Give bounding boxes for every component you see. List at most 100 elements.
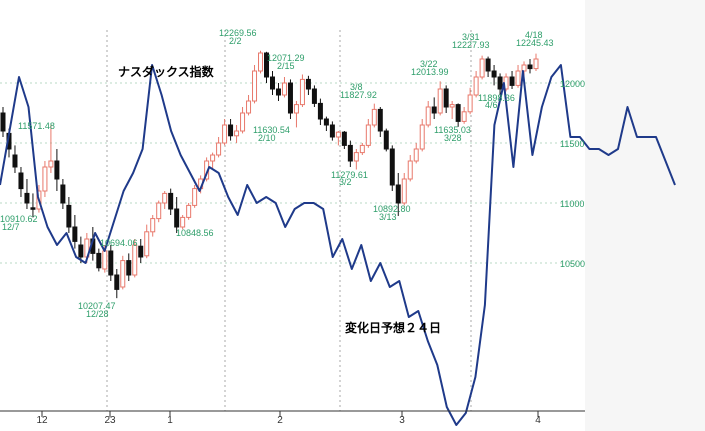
candle-body bbox=[222, 124, 228, 144]
annotation-date: 3/28 bbox=[444, 133, 462, 143]
forecast-annotation: 変化日予想２４日 bbox=[345, 320, 441, 335]
candle-body bbox=[60, 184, 66, 204]
candle-body bbox=[305, 78, 311, 90]
candle-body bbox=[126, 260, 132, 276]
annotation-date: 2/2 bbox=[229, 36, 242, 46]
candle-body bbox=[299, 78, 305, 106]
candle-body bbox=[96, 252, 102, 269]
x-tick-label: 12 bbox=[36, 415, 48, 426]
candle-body bbox=[323, 118, 329, 126]
candle-body bbox=[365, 124, 371, 146]
candle-body bbox=[264, 52, 270, 78]
candle-body bbox=[186, 204, 192, 218]
candle-body bbox=[269, 76, 275, 90]
candle-body bbox=[216, 142, 222, 156]
candle-body bbox=[455, 104, 461, 122]
annotation-date: 3/22 bbox=[420, 59, 438, 69]
candle-body bbox=[281, 82, 287, 96]
annotation-value: 12071.29 bbox=[267, 53, 305, 63]
candle-body bbox=[132, 244, 138, 276]
candle-body bbox=[479, 58, 485, 78]
forecast-line bbox=[0, 64, 676, 426]
candle-body bbox=[162, 192, 168, 204]
annotation-date: 2/10 bbox=[258, 133, 276, 143]
y-axis-labels: 12000 11500 11000 10500 bbox=[560, 79, 585, 269]
candle-body bbox=[329, 124, 335, 138]
candle-body bbox=[30, 207, 36, 210]
candle-body bbox=[138, 245, 144, 258]
candle-body bbox=[419, 124, 425, 150]
annotation-value: 12013.99 bbox=[411, 67, 449, 77]
x-tick-label: 1 bbox=[167, 415, 173, 426]
annotation-value: 10694.06 bbox=[100, 238, 138, 248]
candle-body bbox=[240, 112, 246, 132]
annotation-value: 10848.56 bbox=[176, 228, 214, 238]
annotation-value: 10207.47 bbox=[78, 301, 116, 311]
candle-body bbox=[533, 58, 539, 70]
price-annotations: 12269.562/2 12071.292/15 11827.923/8 12013.… bbox=[0, 28, 554, 319]
annotation-value: 10892.80 bbox=[373, 204, 411, 214]
candle-body bbox=[275, 88, 281, 96]
candle-body bbox=[12, 154, 18, 168]
candle-body bbox=[449, 104, 455, 108]
candle-body bbox=[377, 108, 383, 132]
annotation-date: 4/6 bbox=[485, 100, 498, 110]
y-axis-label: 11000 bbox=[560, 199, 584, 209]
candle-body bbox=[48, 160, 54, 168]
annotation-value: 12269.56 bbox=[219, 28, 257, 38]
candle-body bbox=[389, 148, 395, 186]
candle-body bbox=[395, 184, 401, 204]
x-tick-label: 2 bbox=[277, 415, 283, 426]
candle-body bbox=[156, 202, 162, 220]
candle-body bbox=[515, 70, 521, 86]
candle-body bbox=[359, 144, 365, 154]
candle-body bbox=[42, 166, 48, 192]
candle-body bbox=[425, 106, 431, 126]
candle-body bbox=[234, 130, 240, 137]
annotation-value: 11571.48 bbox=[18, 121, 55, 131]
annotation-value: 10910.62 bbox=[0, 214, 38, 224]
candle-body bbox=[108, 250, 114, 276]
candle-body bbox=[509, 76, 515, 86]
candle-body bbox=[497, 76, 503, 90]
annotation-value: 11898.36 bbox=[478, 93, 515, 103]
candle-body bbox=[437, 88, 443, 114]
candle-body bbox=[443, 88, 449, 108]
candle-body bbox=[150, 218, 156, 233]
candle-body bbox=[168, 192, 174, 210]
candle-body bbox=[473, 76, 479, 96]
annotation-value: 11827.92 bbox=[340, 90, 377, 100]
candlestick-series bbox=[0, 50, 539, 299]
candle-body bbox=[72, 226, 78, 242]
candle-body bbox=[54, 160, 60, 180]
candle-body bbox=[491, 70, 497, 78]
candle-body bbox=[317, 102, 323, 120]
candle-body bbox=[192, 188, 198, 206]
candle-body bbox=[0, 112, 6, 132]
candle-body bbox=[527, 64, 533, 70]
candle-body bbox=[180, 216, 186, 228]
candle-body bbox=[467, 94, 473, 113]
candle-body bbox=[252, 70, 258, 102]
chart-title: ナスダックス指数 bbox=[118, 64, 215, 79]
candle-body bbox=[431, 106, 437, 114]
candle-body bbox=[521, 64, 527, 72]
y-axis-label: 12000 bbox=[560, 79, 585, 89]
annotation-value: 12245.43 bbox=[516, 38, 554, 48]
candle-body bbox=[102, 250, 108, 270]
candle-body bbox=[293, 104, 299, 114]
candle-body bbox=[114, 274, 120, 290]
candle-body bbox=[258, 52, 264, 72]
annotation-date: 3/2 bbox=[339, 177, 352, 187]
y-axis-label: 11500 bbox=[560, 139, 584, 149]
candle-body bbox=[413, 148, 419, 162]
vertical-separators bbox=[106, 30, 472, 411]
candle-body bbox=[311, 88, 317, 104]
annotation-date: 12/28 bbox=[86, 309, 109, 319]
candle-body bbox=[383, 130, 389, 150]
candle-body bbox=[18, 172, 24, 190]
annotation-value: 11635.03 bbox=[434, 125, 471, 135]
candle-body bbox=[407, 160, 413, 180]
